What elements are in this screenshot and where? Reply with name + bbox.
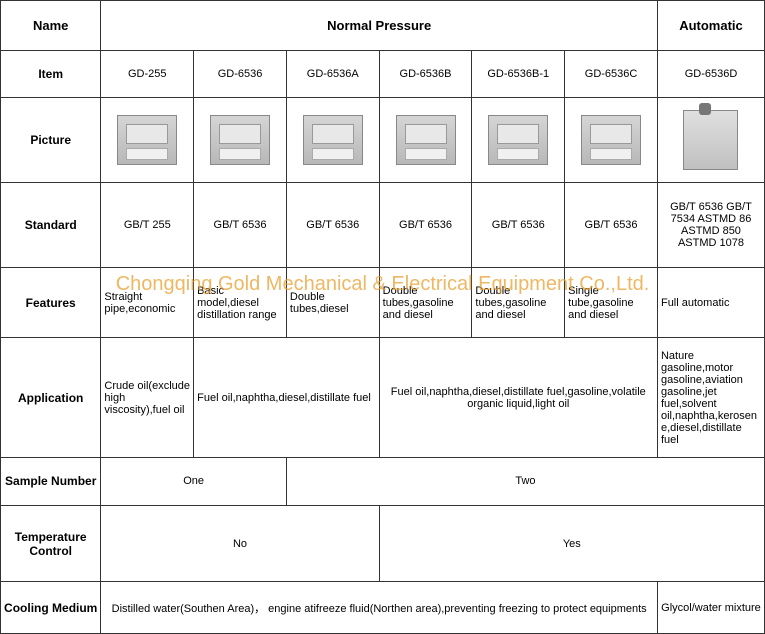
standard-cell: GB/T 6536 GB/T 7534 ASTMD 86 ASTMD 850 A… [657,183,764,268]
standard-label: Standard [1,183,101,268]
standard-cell: GB/T 6536 [194,183,287,268]
application-row: Application Crude oil(exclude high visco… [1,338,765,458]
equipment-image [117,115,177,165]
picture-row: Picture [1,98,765,183]
header-normal-pressure: Normal Pressure [101,1,658,51]
item-cell: GD-6536B [379,50,472,98]
application-label: Application [1,338,101,458]
equipment-image [488,115,548,165]
features-row: Features Straight pipe,economic Basic mo… [1,268,765,338]
equipment-image [303,115,363,165]
application-cell: Fuel oil,naphtha,diesel,distillate fuel [194,338,380,458]
item-cell: GD-6536A [286,50,379,98]
item-row: Item GD-255 GD-6536 GD-6536A GD-6536B GD… [1,50,765,98]
features-cell: Double tubes,gasoline and diesel [472,268,565,338]
header-row: Name Normal Pressure Automatic [1,1,765,51]
sample-number-label: Sample Number [1,458,101,506]
features-label: Features [1,268,101,338]
cooling-label: Cooling Medium [1,582,101,634]
equipment-image [581,115,641,165]
equipment-image [396,115,456,165]
comparison-table: Name Normal Pressure Automatic Item GD-2… [0,0,765,634]
standard-cell: GB/T 6536 [379,183,472,268]
features-cell: Full automatic [657,268,764,338]
cooling-cell: Distilled water(Southen Area)， engine at… [101,582,658,634]
standard-cell: GB/T 6536 [286,183,379,268]
item-cell: GD-6536 [194,50,287,98]
picture-cell [379,98,472,183]
picture-cell [286,98,379,183]
item-cell: GD-255 [101,50,194,98]
cooling-cell: Glycol/water mixture [657,582,764,634]
picture-cell [194,98,287,183]
sample-number-cell: Two [286,458,764,506]
application-cell: Crude oil(exclude high viscosity),fuel o… [101,338,194,458]
standard-cell: GB/T 255 [101,183,194,268]
features-cell: Straight pipe,economic [101,268,194,338]
picture-cell [565,98,658,183]
application-cell-merged: Fuel oil,naphtha,diesel,distillate fuel,… [379,338,657,458]
features-cell: Single tube,gasoline and diesel [565,268,658,338]
standard-row: Standard GB/T 255 GB/T 6536 GB/T 6536 GB… [1,183,765,268]
cooling-row: Cooling Medium Distilled water(Southen A… [1,582,765,634]
item-label: Item [1,50,101,98]
features-cell: Double tubes,diesel [286,268,379,338]
features-cell: Double tubes,gasoline and diesel [379,268,472,338]
picture-label: Picture [1,98,101,183]
sample-number-row: Sample Number One Two [1,458,765,506]
features-cell: Basic model,diesel distillation range [194,268,287,338]
standard-cell: GB/T 6536 [472,183,565,268]
standard-cell: GB/T 6536 [565,183,658,268]
temperature-cell: No [101,505,379,582]
picture-cell [657,98,764,183]
temperature-label: Temperature Control [1,505,101,582]
application-cell: Nature gasoline,motor gasoline,aviation … [657,338,764,458]
equipment-image [210,115,270,165]
header-name: Name [1,1,101,51]
temperature-cell: Yes [379,505,764,582]
item-cell: GD-6536C [565,50,658,98]
equipment-image [683,110,738,170]
sample-number-cell: One [101,458,287,506]
picture-cell [472,98,565,183]
header-automatic: Automatic [657,1,764,51]
item-cell: GD-6536D [657,50,764,98]
picture-cell [101,98,194,183]
temperature-row: Temperature Control No Yes [1,505,765,582]
item-cell: GD-6536B-1 [472,50,565,98]
